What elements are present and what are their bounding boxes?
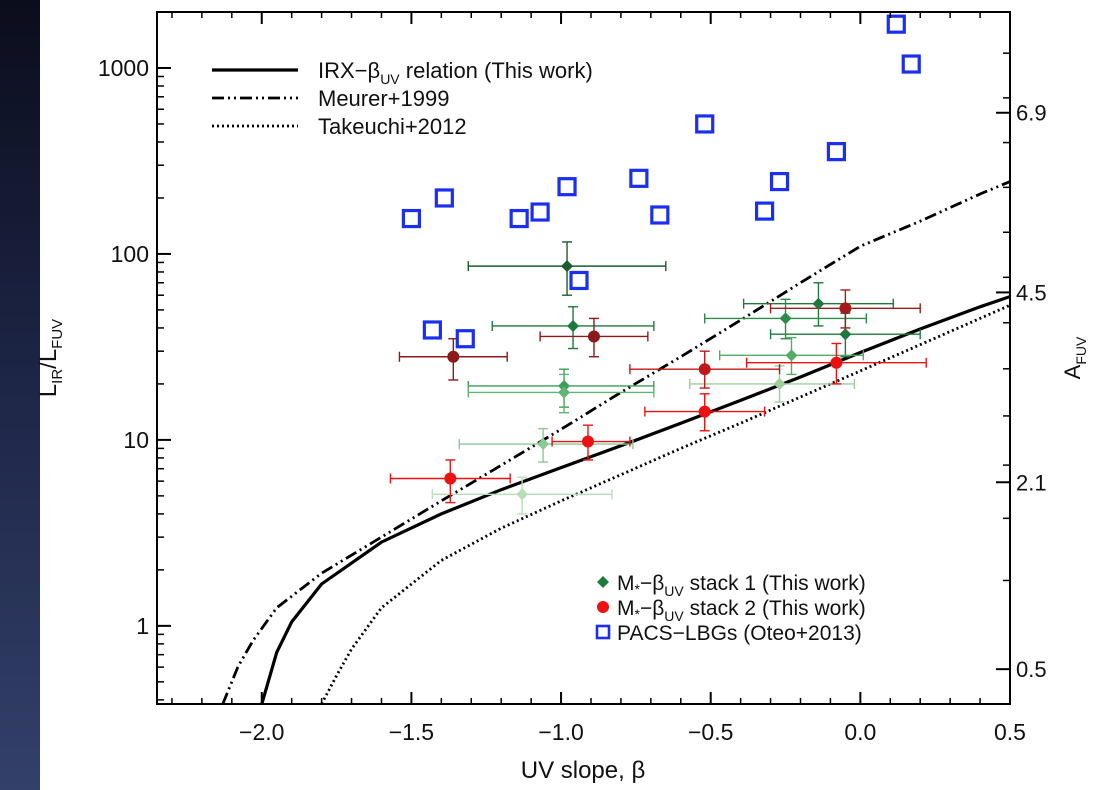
stack1-point-2 [558,379,571,392]
pacs-lbg-point-13 [901,54,921,74]
pacs-lbg-point-7 [650,205,670,225]
x-tick-label-4: 0.0 [844,719,876,745]
stack2-point-5 [698,405,711,418]
legend-label-2: Takeuchi+2012 [318,114,467,139]
y-axis-label: LIR/LFUV [35,319,66,397]
dark-slide-background [0,0,40,790]
legend-marker-stack1 [597,576,609,588]
stack2-point-0 [447,350,460,363]
x-tick-label-2: −1.0 [538,719,583,745]
stack1-point-3 [558,386,571,399]
stack2-point-6 [581,435,594,448]
figure-panel [40,0,1095,790]
stack1-point-5 [516,488,529,501]
pacs-lbg-point-5 [569,270,589,291]
legend-marker-stack2 [597,601,609,613]
y2-tick-label-1: 2.1 [1016,470,1047,495]
stack1-point-9 [785,349,798,362]
pacs-lbg-point-1 [434,188,454,208]
data-points [401,14,921,501]
x-tick-label-3: −0.5 [688,719,733,745]
pacs-lbg-point-0 [401,208,422,229]
relation-curves [221,180,1010,704]
stack1-point-0 [561,260,574,273]
y2-tick-label-0: 0.5 [1016,657,1047,682]
stack1-point-8 [779,312,792,325]
pacs-lbg-point-2 [509,208,529,229]
plot-frame [156,11,1011,705]
stack1-point-6 [839,328,852,341]
stack2-point-3 [698,363,711,376]
pacs-lbg-point-9 [754,201,775,221]
stack2-point-1 [587,330,600,343]
curve-1 [221,180,1010,704]
pacs-lbg-point-4 [557,177,577,197]
stack2-point-4 [830,356,843,369]
pacs-lbg-point-8 [695,114,715,134]
curve-0 [260,295,1010,704]
axis-ticks: −2.0 −1.5 −1.0 −0.5 0.0 0.5 1 10 100 1000 0.5 2.1 4.… [98,11,1047,745]
y2-tick-label-2: 4.5 [1016,280,1047,305]
stack2-point-7 [444,472,457,485]
pacs-lbg-point-14 [422,320,442,340]
stack1-point-4 [537,438,550,451]
legend-label-1: Meurer+1999 [318,86,449,111]
stack2-point-2 [839,302,852,315]
legend-marker-label-0: M*−βUV stack 1 (This work) [617,572,866,599]
pacs-lbg-point-6 [629,168,649,188]
legend-lines: IRX−βUV relation (This work)Meurer+1999 T… [212,58,593,139]
y-tick-label-3: 1000 [98,55,149,81]
y-tick-label-2: 100 [111,241,149,267]
x-tick-label-0: −2.0 [239,719,284,745]
error-bars [389,241,927,515]
pacs-lbg-point-3 [530,202,550,222]
stack1-point-7 [812,297,825,310]
pacs-lbg-point-10 [769,171,790,192]
y-tick-label-1: 10 [123,427,149,453]
x-tick-label-1: −1.5 [389,719,434,745]
stack1-point-1 [567,319,580,332]
pacs-lbg-point-15 [455,329,475,349]
x-tick-label-5: 0.5 [994,719,1026,745]
pacs-lbg-point-11 [826,142,847,162]
y2-tick-label-3: 6.9 [1016,101,1047,126]
legend-marker-label-2: PACS−LBGs (Oteo+2013) [617,622,862,645]
legend-marker-pacs [595,624,611,640]
pacs-lbg-point-12 [886,14,906,34]
legend-label-0: IRX−βUV relation (This work) [318,58,593,87]
y-tick-label-0: 1 [136,613,149,639]
stack1-point-10 [773,377,786,390]
legend-marker-label-1: M*−βUV stack 2 (This work) [617,597,866,624]
right-axis-label: AFUV [1060,336,1089,379]
legend-markers: M*−βUV stack 1 (This work)M*−βUV stack 2… [595,572,866,645]
x-axis-label: UV slope, β [521,757,646,784]
